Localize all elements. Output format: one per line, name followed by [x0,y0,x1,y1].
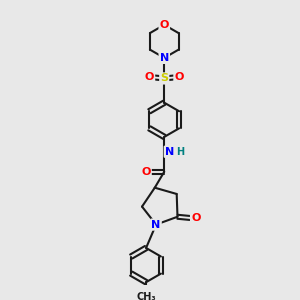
Text: N: N [152,220,161,230]
Text: O: O [191,213,200,223]
Text: O: O [160,20,169,30]
Text: H: H [176,147,184,157]
Text: CH₃: CH₃ [136,292,156,300]
Text: S: S [160,74,168,83]
Text: N: N [160,53,169,63]
Text: O: O [141,167,151,177]
Text: N: N [165,147,174,157]
Text: O: O [145,72,154,82]
Text: O: O [174,72,184,82]
